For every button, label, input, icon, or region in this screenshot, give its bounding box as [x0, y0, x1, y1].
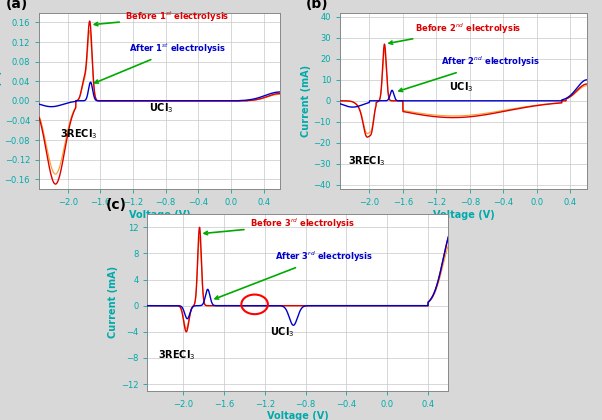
Text: UCl$_3$: UCl$_3$: [149, 102, 173, 116]
Text: 3RECl$_3$: 3RECl$_3$: [349, 154, 386, 168]
Text: (b): (b): [306, 0, 328, 11]
Text: After 1$^{st}$ electrolysis: After 1$^{st}$ electrolysis: [95, 42, 226, 83]
Y-axis label: Current (mA): Current (mA): [301, 65, 311, 137]
X-axis label: Voltage (V): Voltage (V): [267, 412, 329, 420]
Text: (a): (a): [5, 0, 28, 11]
Y-axis label: Current (A): Current (A): [0, 70, 2, 132]
Text: (c): (c): [105, 198, 126, 213]
Text: 3RECl$_3$: 3RECl$_3$: [60, 128, 97, 142]
Text: After 2$^{nd}$ electrolysis: After 2$^{nd}$ electrolysis: [399, 55, 539, 92]
Text: Before 1$^{st}$ electrolysis: Before 1$^{st}$ electrolysis: [95, 10, 229, 26]
Y-axis label: Current (mA): Current (mA): [108, 266, 118, 339]
X-axis label: Voltage (V): Voltage (V): [129, 210, 190, 220]
Text: UCl$_3$: UCl$_3$: [270, 325, 294, 339]
Text: UCl$_3$: UCl$_3$: [449, 80, 473, 94]
Text: After 3$^{rd}$ electrolysis: After 3$^{rd}$ electrolysis: [215, 249, 373, 299]
Text: Before 3$^{rd}$ electrolysis: Before 3$^{rd}$ electrolysis: [204, 217, 355, 235]
X-axis label: Voltage (V): Voltage (V): [433, 210, 494, 220]
Text: Before 2$^{nd}$ electrolysis: Before 2$^{nd}$ electrolysis: [389, 21, 522, 44]
Text: 3RECl$_3$: 3RECl$_3$: [158, 348, 195, 362]
